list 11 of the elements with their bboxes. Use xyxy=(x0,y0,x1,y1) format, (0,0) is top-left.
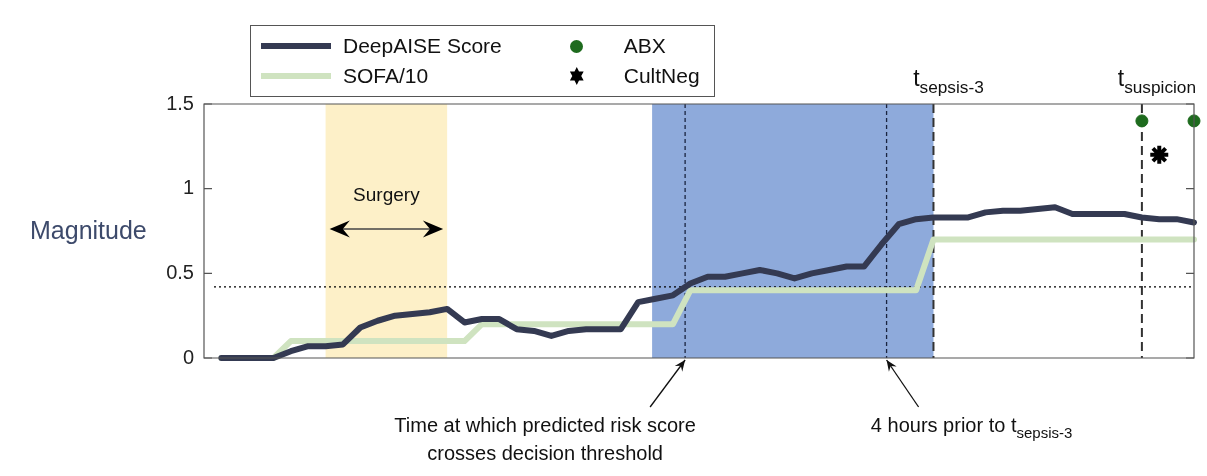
y-tick-label: 1.5 xyxy=(166,91,194,114)
legend-label: ABX xyxy=(623,34,666,58)
y-tick-label: 0.5 xyxy=(166,260,194,283)
legend-label: CultNeg xyxy=(623,64,700,88)
annotation: Surgery xyxy=(353,184,421,205)
y-tick-label: 0 xyxy=(182,345,194,368)
text: Time at which predicted risk score crosses decision threshold xyxy=(394,414,696,464)
y-tick-label: 1 xyxy=(182,176,194,199)
legend-label: DeepAISE Score xyxy=(343,34,502,58)
y-axis-title: Magnitude xyxy=(30,216,147,244)
legend-label: SOFA/10 xyxy=(343,64,429,88)
